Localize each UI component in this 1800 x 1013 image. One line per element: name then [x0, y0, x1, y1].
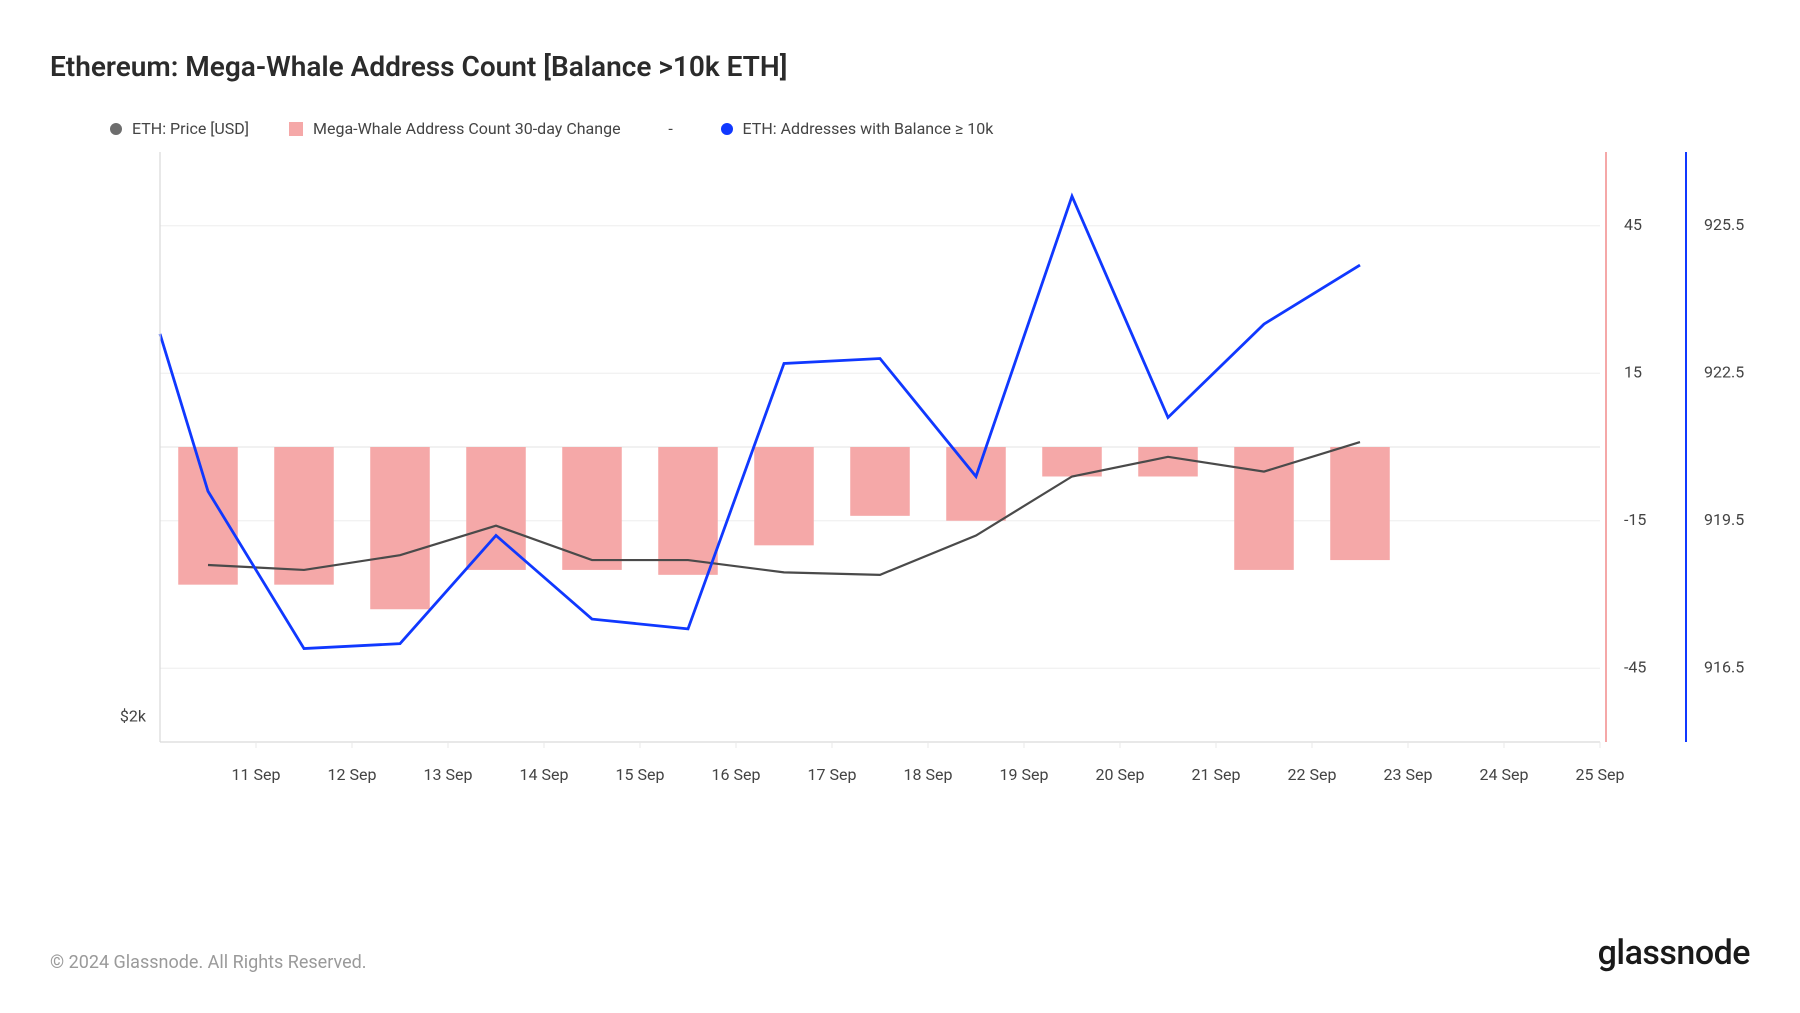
svg-text:45: 45 — [1624, 215, 1642, 234]
chart-svg: 11 Sep 12 Sep 13 Sep 14 Sep 15 Sep 16 Sep 17 S… — [50, 142, 1750, 842]
brand-logo: glassnode — [1598, 933, 1750, 973]
svg-text:922.5: 922.5 — [1704, 362, 1744, 381]
legend-swatch-addr — [721, 123, 733, 135]
bar — [274, 447, 334, 585]
svg-text:15: 15 — [1624, 362, 1642, 381]
svg-text:22 Sep: 22 Sep — [1288, 765, 1337, 784]
bar — [178, 447, 238, 585]
svg-text:13 Sep: 13 Sep — [424, 765, 473, 784]
svg-text:925.5: 925.5 — [1704, 215, 1744, 234]
legend-label-price: ETH: Price [USD] — [132, 119, 249, 138]
legend-swatch-change — [289, 122, 303, 136]
svg-text:20 Sep: 20 Sep — [1096, 765, 1145, 784]
svg-text:18 Sep: 18 Sep — [904, 765, 953, 784]
bar — [466, 447, 526, 570]
svg-text:$2k: $2k — [120, 707, 147, 726]
bar — [946, 447, 1006, 521]
svg-text:17 Sep: 17 Sep — [808, 765, 857, 784]
bar — [370, 447, 430, 609]
svg-text:19 Sep: 19 Sep — [1000, 765, 1049, 784]
svg-text:23 Sep: 23 Sep — [1384, 765, 1433, 784]
svg-text:919.5: 919.5 — [1704, 510, 1744, 529]
svg-text:14 Sep: 14 Sep — [520, 765, 569, 784]
svg-text:12 Sep: 12 Sep — [328, 765, 377, 784]
svg-text:-45: -45 — [1624, 657, 1646, 676]
chart-title: Ethereum: Mega-Whale Address Count [Bala… — [50, 50, 1750, 83]
svg-text:15 Sep: 15 Sep — [616, 765, 665, 784]
chart-container: 11 Sep 12 Sep 13 Sep 14 Sep 15 Sep 16 Sep 17 S… — [50, 142, 1750, 862]
bar — [1330, 447, 1390, 560]
bar — [850, 447, 910, 516]
svg-text:25 Sep: 25 Sep — [1576, 765, 1625, 784]
footer: © 2024 Glassnode. All Rights Reserved. g… — [50, 933, 1750, 973]
legend-dash: - — [661, 119, 681, 138]
svg-text:24 Sep: 24 Sep — [1480, 765, 1529, 784]
legend-label-addr: ETH: Addresses with Balance ≥ 10k — [743, 119, 994, 138]
legend-item-price: ETH: Price [USD] — [110, 119, 249, 138]
copyright-text: © 2024 Glassnode. All Rights Reserved. — [50, 952, 367, 973]
legend-label-change: Mega-Whale Address Count 30-day Change — [313, 119, 621, 138]
svg-text:16 Sep: 16 Sep — [712, 765, 761, 784]
page: Ethereum: Mega-Whale Address Count [Bala… — [0, 0, 1800, 1013]
svg-text:-15: -15 — [1624, 510, 1646, 529]
bar — [658, 447, 718, 575]
svg-text:11 Sep: 11 Sep — [232, 765, 281, 784]
legend-item-change: Mega-Whale Address Count 30-day Change — [289, 119, 621, 138]
legend-swatch-price — [110, 123, 122, 135]
address-line — [160, 196, 1360, 648]
svg-text:21 Sep: 21 Sep — [1192, 765, 1241, 784]
bar — [754, 447, 814, 545]
legend-item-addr: ETH: Addresses with Balance ≥ 10k — [721, 119, 994, 138]
chart-legend: ETH: Price [USD] Mega-Whale Address Coun… — [110, 119, 1750, 138]
svg-text:916.5: 916.5 — [1704, 657, 1744, 676]
